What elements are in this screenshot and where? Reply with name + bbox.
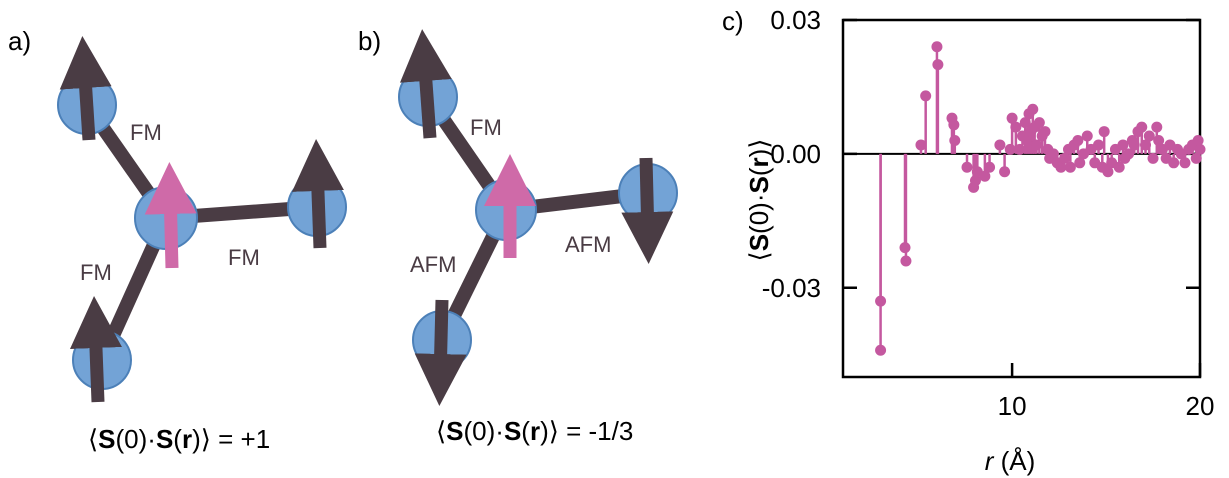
plot-frame: [843, 20, 1200, 377]
stem-marker: [1136, 122, 1147, 133]
stem-marker: [1027, 104, 1038, 115]
stem-marker: [1179, 157, 1190, 168]
x-axis-label: r (Å): [985, 446, 1036, 476]
text-part: S: [744, 176, 774, 193]
bond-label: AFM: [410, 252, 456, 277]
bond-label: AFM: [565, 232, 611, 257]
stem-marker: [920, 90, 931, 101]
bond-label: FM: [470, 115, 502, 140]
stem-marker: [875, 296, 886, 307]
equation: ⟨S(0)·S(r)⟩ = -1/3: [436, 416, 633, 446]
bonds: [428, 97, 648, 340]
stem-marker: [962, 162, 973, 173]
stem-marker: [1093, 139, 1104, 150]
text-part: (Å): [993, 446, 1035, 476]
bond-label: FM: [80, 260, 112, 285]
text-part: )⟩ = -1/3: [540, 416, 633, 446]
stem-marker: [1039, 126, 1050, 137]
figure: a) FM FM FM ⟨S(0)·S(r)⟩ = +1 b): [0, 0, 1229, 478]
text-part: ⟨: [88, 424, 98, 454]
stem-marker: [949, 135, 960, 146]
panel-a: a) FM FM FM ⟨S(0)·S(r)⟩ = +1: [8, 26, 346, 454]
x-tick-label: 20: [1186, 391, 1215, 421]
panel-b: b) FM AFM AFM ⟨S(0)·S(r)⟩ = -1/3: [358, 26, 677, 446]
text-part: S: [98, 424, 115, 454]
text-part: S: [504, 416, 521, 446]
text-part: )⟩ = +1: [192, 424, 270, 454]
stem-marker: [1005, 144, 1016, 155]
panel-label: b): [358, 26, 381, 56]
text-part: (0)·: [116, 424, 156, 454]
stem-marker: [999, 166, 1010, 177]
text-part: ⟨: [744, 251, 774, 261]
text-part: r: [530, 416, 540, 446]
stem-marker: [900, 255, 911, 266]
stem-marker: [932, 59, 943, 70]
stem-marker: [931, 41, 942, 52]
stem-marker: [1099, 126, 1110, 137]
text-part: r: [182, 424, 192, 454]
stem-marker: [1010, 122, 1021, 133]
stem-marker: [994, 139, 1005, 150]
bonds: [87, 105, 317, 360]
text-part: S: [744, 234, 774, 251]
stem-marker: [1072, 135, 1083, 146]
stem-marker: [1168, 157, 1179, 168]
center-spin: [170, 188, 172, 268]
y-tick-label: 0.00: [770, 139, 821, 169]
stem-marker: [1144, 131, 1155, 142]
y-tick-label: 0.03: [770, 5, 821, 35]
y-tick-label: -0.03: [762, 273, 821, 303]
text-part: (: [521, 416, 530, 446]
text-part: (: [173, 424, 182, 454]
text-part: (0)·: [464, 416, 504, 446]
bond-label: FM: [228, 245, 260, 270]
equation: ⟨S(0)·S(r)⟩ = +1: [88, 424, 270, 454]
stem-marker: [984, 162, 995, 173]
bond-label: FM: [130, 120, 162, 145]
stem-marker: [1151, 122, 1162, 133]
stem-marker: [948, 119, 959, 130]
stem-marker: [875, 345, 886, 356]
text-part: S: [446, 416, 463, 446]
stem-marker: [1195, 144, 1206, 155]
text-part: S: [156, 424, 173, 454]
stem-marker: [1065, 162, 1076, 173]
stem-marker: [1148, 153, 1159, 164]
text-part: ⟨: [436, 416, 446, 446]
panel-label: a): [8, 26, 31, 56]
panel-label: c): [722, 6, 744, 36]
x-tick-label: 10: [998, 391, 1027, 421]
stem-marker: [1082, 131, 1093, 142]
text-part: (0)·: [744, 194, 774, 234]
